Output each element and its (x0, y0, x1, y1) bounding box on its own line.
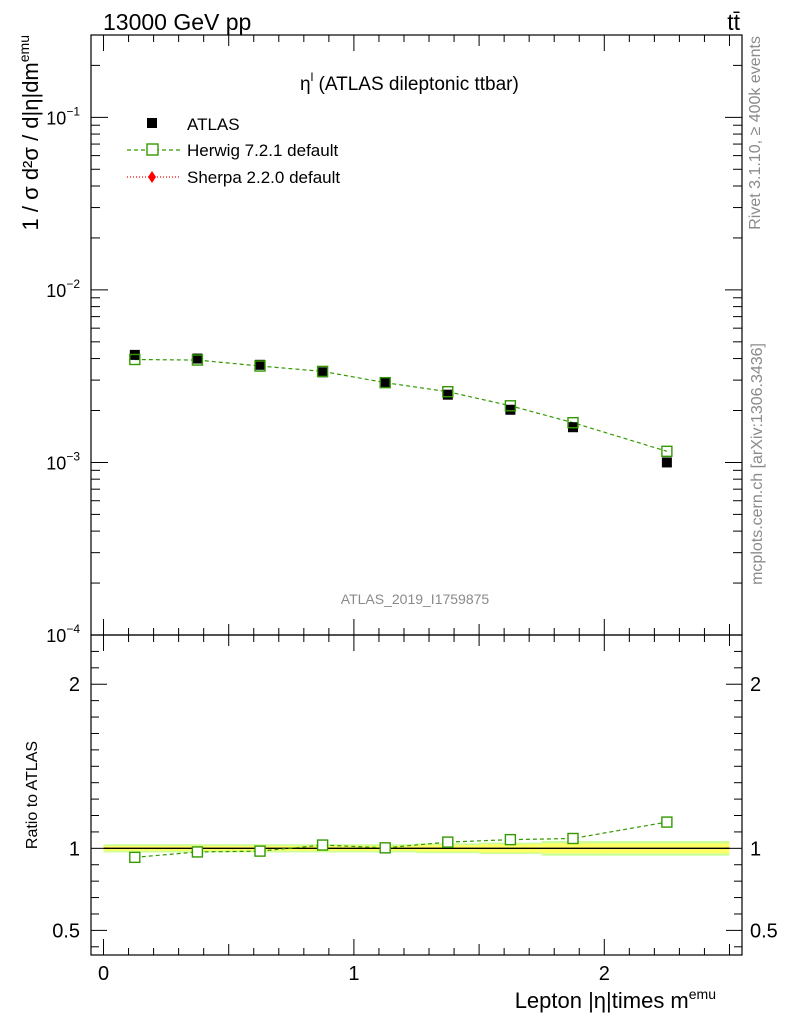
x-tick-labels: 0 1 2 (98, 963, 610, 985)
ratio-y-tick-label-left: 2 (69, 674, 80, 696)
mcplots-side-label: mcplots.cern.ch [arXiv:1306.3436] (749, 343, 766, 585)
legend-label-sherpa: Sherpa 2.2.0 default (187, 168, 340, 187)
herwig-point (379, 376, 391, 389)
legend-entry-herwig: Herwig 7.2.1 default (127, 141, 338, 160)
herwig-ratio-point (442, 836, 454, 848)
herwig-ratio-point (567, 832, 579, 845)
ratio-axis-ticks (91, 634, 742, 955)
herwig-point (567, 416, 579, 429)
atlas-point (442, 389, 453, 400)
x-tick-label: 2 (599, 963, 610, 985)
main-data-layer (129, 349, 673, 468)
main-y-tick-label: 10−3 (46, 449, 80, 473)
main-axis-ticks (91, 35, 742, 636)
herwig-ratio-point (191, 846, 204, 858)
herwig-point (316, 365, 329, 378)
main-y-tick-label: 10−4 (46, 622, 80, 646)
atlas-point (661, 457, 672, 468)
herwig-ratio-point (504, 833, 517, 846)
legend-entry-sherpa: Sherpa 2.2.0 default (127, 168, 340, 187)
legend: ATLAS Herwig 7.2.1 default Sherpa 2.2.0 … (127, 115, 340, 187)
ratio-y-tick-label-right: 0.5 (750, 920, 778, 942)
legend-marker-sherpa (148, 171, 156, 183)
legend-label-atlas: ATLAS (187, 115, 240, 134)
legend-marker-herwig (146, 143, 159, 156)
herwig-ratio-point (661, 816, 673, 828)
atlas-point (317, 367, 328, 378)
main-plot-panel: 10−1 10−2 10−3 10−4 ηl (ATLAS dileptonic tt… (16, 34, 743, 646)
legend-label-herwig: Herwig 7.2.1 default (187, 141, 338, 160)
ratio-y-tick-labels: 0.5 0.5 1 1 2 2 (52, 674, 778, 942)
x-tick-label: 0 (98, 963, 109, 985)
main-y-tick-label: 10−2 (46, 277, 80, 301)
legend-entry-atlas: ATLAS (147, 115, 240, 134)
atlas-point (505, 404, 516, 415)
ratio-data-layer (129, 816, 673, 864)
x-axis-label: Lepton |η|times memu (515, 986, 716, 1013)
herwig-point (191, 354, 204, 366)
ratio-y-tick-label-right: 2 (750, 674, 761, 696)
header-process-label: tt̄ (727, 9, 740, 35)
herwig-line (134, 358, 668, 452)
main-y-tick-label: 10−1 (46, 104, 80, 128)
main-y-axis-label: 1 / σ d²σ / d|η|dmemu (16, 35, 43, 230)
analysis-watermark: ATLAS_2019_I1759875 (341, 591, 490, 607)
rivet-side-label: Rivet 3.1.10, ≥ 400k events (747, 36, 764, 230)
header-energy-label: 13000 GeV pp (103, 9, 251, 35)
herwig-point (129, 353, 141, 366)
main-y-tick-labels: 10−1 10−2 10−3 10−4 (46, 104, 80, 646)
ratio-plot-frame (90, 634, 743, 956)
herwig-ratio-point (129, 851, 141, 864)
atlas-point (380, 377, 391, 388)
herwig-ratio-point (379, 842, 391, 854)
herwig-point (254, 360, 266, 372)
herwig-ratio-point (254, 845, 266, 857)
herwig-point (504, 400, 517, 412)
ratio-y-tick-label-left: 1 (69, 838, 80, 860)
herwig-point (661, 445, 673, 458)
atlas-point (255, 359, 266, 370)
ratio-y-tick-label-left: 0.5 (52, 920, 80, 942)
x-tick-label: 1 (348, 963, 359, 985)
herwig-ratio-point (316, 839, 329, 851)
ratio-y-tick-label-right: 1 (750, 838, 761, 860)
plot-title: ηl (ATLAS dileptonic ttbar) (300, 70, 519, 95)
ratio-y-axis-label: Ratio to ATLAS (24, 741, 41, 849)
legend-marker-atlas (147, 118, 157, 128)
ratio-plot-panel: 0.5 0.5 1 1 2 2 0 1 2 Ratio to ATLAS Lepton |η|… (24, 634, 778, 1013)
herwig-point (442, 386, 454, 398)
atlas-point (192, 353, 203, 364)
